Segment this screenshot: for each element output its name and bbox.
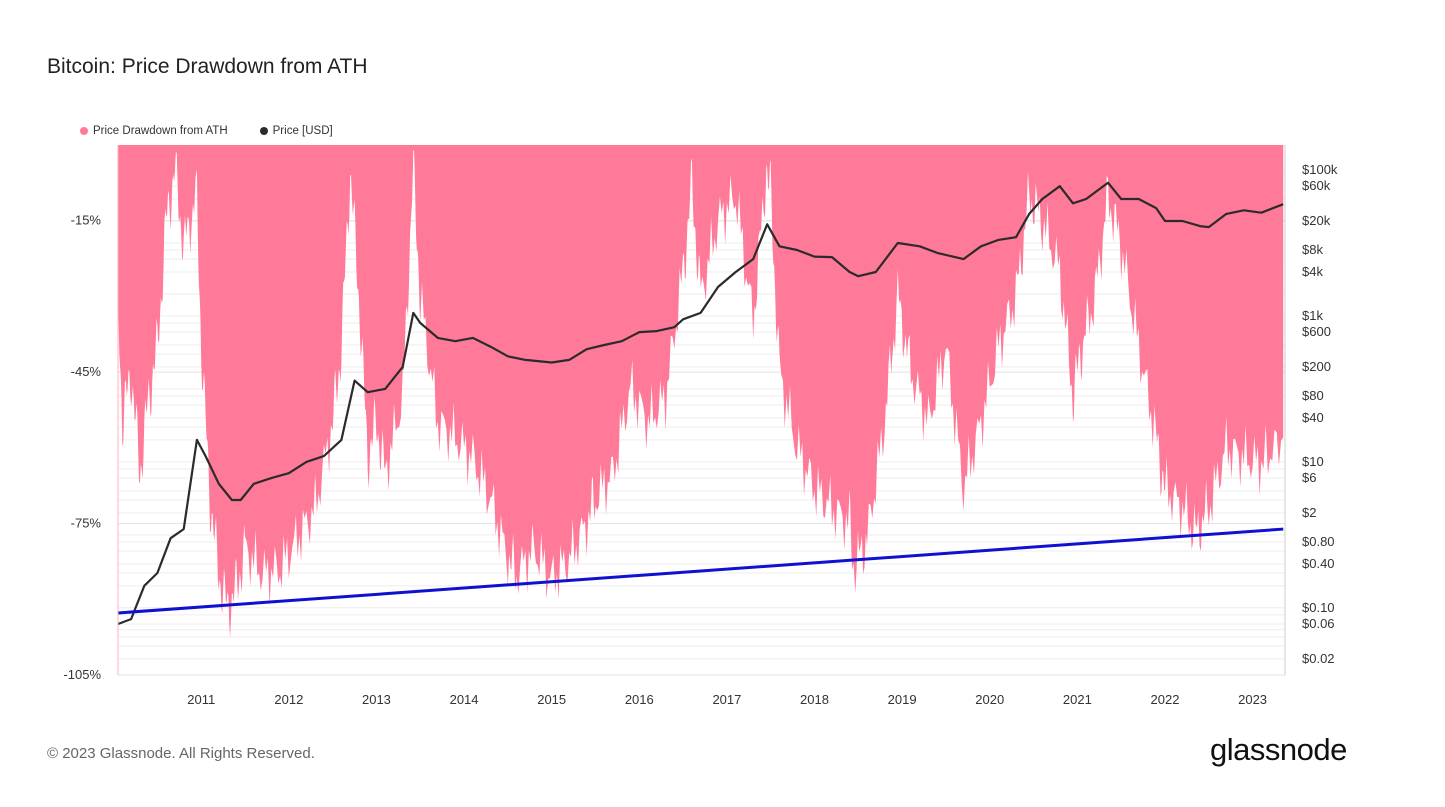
y-right-tick-label: $1k — [1302, 308, 1323, 323]
x-tick-label: 2012 — [274, 692, 303, 707]
legend-item-price[interactable]: Price [USD] — [259, 125, 333, 137]
copyright-footer: © 2023 Glassnode. All Rights Reserved. — [47, 745, 315, 762]
y-right-tick-label: $600 — [1302, 324, 1331, 339]
y-left-tick-label: -75% — [71, 516, 102, 531]
y-right-tick-label: $0.02 — [1302, 651, 1335, 666]
y-right-tick-label: $8k — [1302, 242, 1323, 257]
legend-dot-price — [259, 127, 268, 135]
y-right-tick-label: $2 — [1302, 505, 1316, 520]
chart-title: Bitcoin: Price Drawdown from ATH — [47, 55, 368, 78]
legend-item-drawdown[interactable]: Price Drawdown from ATH — [80, 125, 228, 137]
x-tick-label: 2017 — [712, 692, 741, 707]
x-tick-label: 2022 — [1151, 692, 1180, 707]
x-tick-label: 2016 — [625, 692, 654, 707]
x-tick-label: 2021 — [1063, 692, 1092, 707]
legend-label-drawdown: Price Drawdown from ATH — [93, 125, 228, 137]
chart-legend: Price Drawdown from ATH Price [USD] — [80, 125, 333, 137]
x-tick-label: 2015 — [537, 692, 566, 707]
y-right-tick-label: $0.10 — [1302, 600, 1335, 615]
y-right-tick-label: $200 — [1302, 359, 1331, 374]
y-left-tick-label: -105% — [63, 667, 101, 682]
legend-dot-drawdown — [80, 127, 88, 135]
price-line-series — [117, 181, 1284, 626]
x-tick-label: 2023 — [1238, 692, 1267, 707]
y-right-tick-label: $100k — [1302, 162, 1338, 177]
x-tick-label: 2013 — [362, 692, 391, 707]
x-tick-label: 2014 — [450, 692, 479, 707]
y-right-tick-label: $80 — [1302, 388, 1324, 403]
y-right-tick-label: $0.06 — [1302, 616, 1335, 631]
legend-label-price: Price [USD] — [272, 125, 333, 137]
y-right-tick-label: $4k — [1302, 264, 1323, 279]
drawdown-area-series — [118, 145, 1284, 638]
y-right-tick-label: $10 — [1302, 454, 1324, 469]
x-tick-label: 2011 — [187, 692, 215, 707]
glassnode-logo: glassnode — [1210, 732, 1347, 767]
x-tick-label: 2018 — [800, 692, 829, 707]
y-right-tick-label: $6 — [1302, 470, 1316, 485]
y-left-tick-label: -15% — [71, 213, 102, 228]
y-right-tick-label: $0.40 — [1302, 556, 1335, 571]
y-right-tick-label: $60k — [1302, 178, 1331, 193]
x-tick-label: 2019 — [888, 692, 917, 707]
y-left-tick-label: -45% — [71, 364, 102, 379]
y-right-tick-label: $0.80 — [1302, 534, 1335, 549]
blue-trendline — [117, 527, 1284, 615]
x-tick-label: 2020 — [975, 692, 1004, 707]
y-right-tick-label: $20k — [1302, 213, 1331, 228]
y-right-tick-label: $40 — [1302, 410, 1324, 425]
